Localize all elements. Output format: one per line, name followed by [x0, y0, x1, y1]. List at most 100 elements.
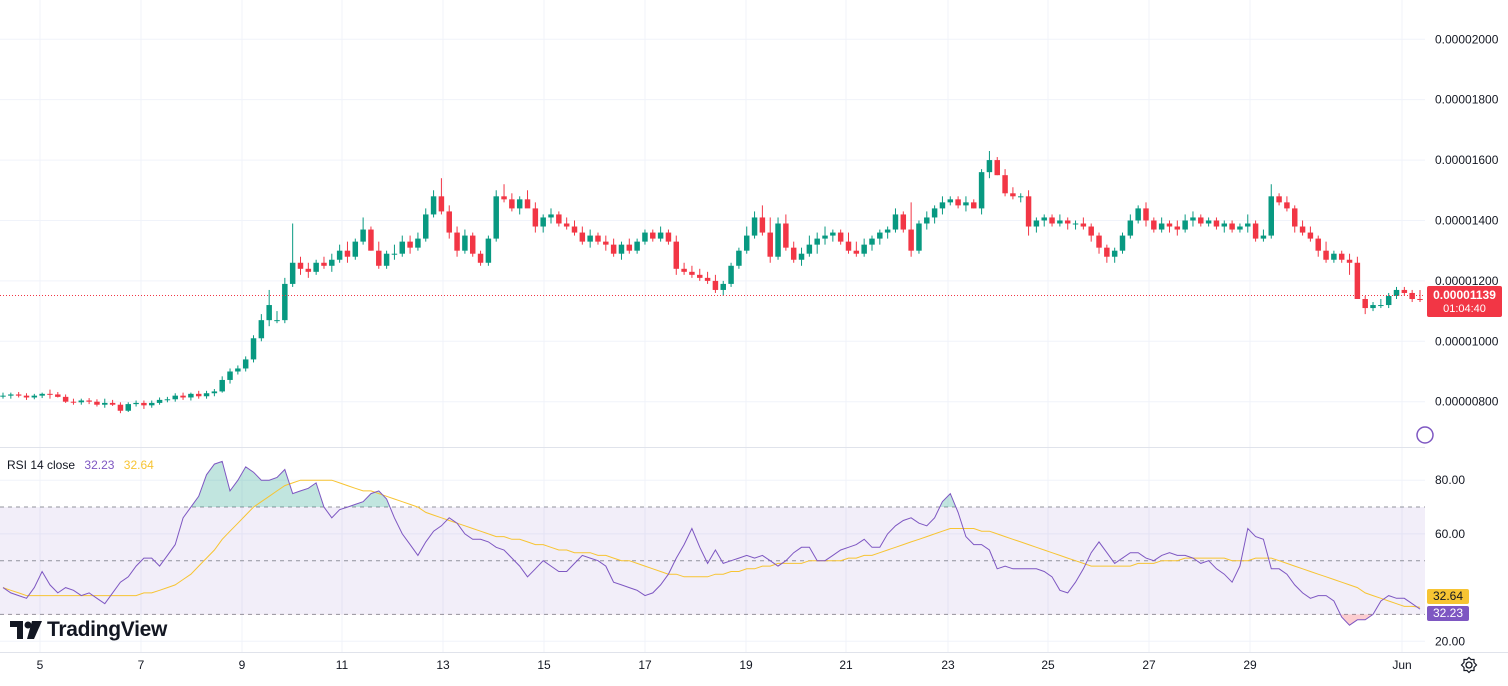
candle[interactable] [1111, 247, 1118, 263]
candle[interactable] [1354, 256, 1361, 300]
candle[interactable] [947, 196, 954, 206]
candle[interactable] [1064, 217, 1071, 230]
candle[interactable] [141, 400, 147, 409]
candle[interactable] [391, 244, 398, 260]
candle[interactable] [595, 232, 601, 245]
candle[interactable] [485, 235, 492, 266]
candle[interactable] [837, 229, 844, 245]
candle[interactable] [125, 402, 131, 412]
candle[interactable] [423, 208, 429, 242]
candle[interactable] [571, 220, 578, 236]
candle[interactable] [462, 229, 468, 254]
candle[interactable] [1252, 220, 1259, 242]
candle[interactable] [955, 196, 961, 209]
candle[interactable] [55, 392, 61, 398]
candle[interactable] [289, 223, 296, 287]
candle[interactable] [376, 241, 382, 269]
candle[interactable] [149, 400, 155, 408]
candle[interactable] [610, 238, 617, 257]
candle[interactable] [1370, 302, 1376, 312]
candle[interactable] [446, 205, 452, 239]
candle[interactable] [712, 274, 719, 293]
candle[interactable] [994, 157, 1000, 176]
candle[interactable] [1393, 286, 1400, 300]
candle[interactable] [1198, 214, 1204, 227]
candle[interactable] [1307, 226, 1314, 242]
candle[interactable] [39, 392, 45, 399]
candle[interactable] [297, 256, 304, 275]
candle[interactable] [751, 211, 758, 239]
candle[interactable] [650, 229, 656, 242]
candle[interactable] [1151, 217, 1157, 233]
candle[interactable] [1041, 214, 1047, 227]
candle[interactable] [908, 202, 914, 257]
candle[interactable] [188, 392, 194, 401]
candle[interactable] [697, 268, 703, 281]
candle[interactable] [250, 335, 257, 363]
candle[interactable] [1135, 205, 1141, 224]
candle[interactable] [1143, 202, 1149, 227]
alert-marker-icon[interactable] [1416, 426, 1434, 444]
candle[interactable] [1096, 232, 1102, 254]
candle[interactable] [407, 235, 413, 254]
rsi-ma-line[interactable] [2, 479, 1421, 608]
rsi-axis[interactable]: 80.00 60.00 20.00 [1435, 473, 1465, 648]
candle[interactable] [102, 398, 108, 408]
candle[interactable] [78, 398, 85, 405]
candle[interactable] [117, 402, 124, 414]
candle[interactable] [775, 217, 781, 260]
candle[interactable] [556, 211, 562, 227]
candle[interactable] [1088, 223, 1094, 242]
candle[interactable] [532, 202, 539, 233]
candle[interactable] [109, 399, 116, 406]
candle[interactable] [1221, 220, 1228, 233]
candle[interactable] [274, 311, 280, 324]
candle[interactable] [1213, 217, 1220, 230]
candle[interactable] [681, 262, 687, 275]
candle[interactable] [305, 262, 312, 278]
candle[interactable] [1104, 244, 1110, 263]
candle[interactable] [501, 184, 507, 203]
candle[interactable] [321, 256, 327, 269]
candle[interactable] [0, 392, 6, 399]
rsi-legend[interactable]: RSI 14 close 32.23 32.64 [7, 458, 160, 472]
candle[interactable] [430, 190, 437, 218]
candles-layer[interactable] [0, 151, 1423, 414]
candle[interactable] [313, 259, 319, 275]
candle[interactable] [790, 241, 797, 263]
candle[interactable] [1158, 217, 1165, 233]
candle[interactable] [689, 265, 695, 278]
candle[interactable] [1331, 250, 1337, 263]
candle[interactable] [94, 399, 100, 407]
candle[interactable] [1245, 214, 1251, 233]
candle[interactable] [806, 235, 813, 257]
candle[interactable] [1260, 229, 1267, 242]
candle[interactable] [767, 217, 773, 263]
candle[interactable] [1409, 289, 1415, 303]
candle[interactable] [1346, 253, 1353, 275]
candle[interactable] [877, 229, 883, 245]
candle[interactable] [759, 205, 766, 236]
candle[interactable] [1017, 193, 1024, 203]
candle[interactable] [282, 277, 288, 324]
candle[interactable] [1127, 214, 1134, 239]
candle[interactable] [31, 393, 38, 400]
candle[interactable] [704, 271, 711, 284]
candle[interactable] [336, 244, 343, 263]
candle[interactable] [963, 196, 969, 212]
candle[interactable] [720, 280, 726, 296]
candle[interactable] [978, 169, 985, 215]
candle[interactable] [1229, 220, 1235, 233]
candle[interactable] [603, 235, 609, 251]
candle[interactable] [1033, 217, 1040, 233]
candle[interactable] [728, 262, 734, 287]
candle[interactable] [219, 376, 225, 393]
candle[interactable] [156, 397, 163, 405]
candle[interactable] [415, 232, 421, 251]
candle[interactable] [986, 151, 993, 179]
candle[interactable] [329, 253, 335, 272]
chart-settings-icon[interactable] [1460, 656, 1478, 674]
candle[interactable] [673, 235, 680, 275]
candle[interactable] [1284, 196, 1290, 212]
